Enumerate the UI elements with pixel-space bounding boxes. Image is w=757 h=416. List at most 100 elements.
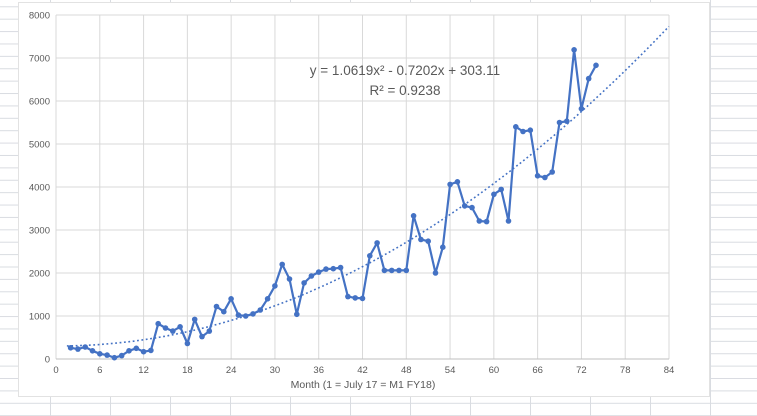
x-axis-title: Month (1 = July 17 = M1 FY18) — [290, 379, 436, 391]
data-point-marker — [564, 118, 570, 124]
data-point-marker — [403, 267, 410, 274]
chart-object[interactable]: 0 1000 2000 3000 4000 5000 6000 7000 8000 0 6 12 18 2… — [18, 2, 710, 397]
data-point-marker — [75, 346, 81, 352]
data-point-marker — [82, 344, 88, 350]
data-point-marker — [483, 218, 490, 225]
data-point-marker — [330, 265, 337, 272]
data-point-marker — [279, 261, 286, 268]
data-point-marker — [104, 352, 110, 358]
data-point-marker — [549, 169, 555, 175]
data-point-marker — [352, 295, 359, 301]
y-tick-label: 6000 — [29, 97, 50, 108]
data-point-marker — [556, 119, 563, 126]
y-tick-label: 4000 — [29, 183, 50, 194]
data-point-marker — [476, 218, 483, 224]
data-point-marker — [585, 75, 592, 82]
data-point-marker — [133, 345, 140, 352]
data-point-marker — [505, 218, 512, 224]
data-point-marker — [155, 320, 161, 327]
r-squared-value: R² = 0.9238 — [369, 83, 441, 98]
x-tick-label: 0 — [53, 365, 58, 376]
data-point-marker — [67, 345, 74, 351]
x-tick-label: 78 — [620, 365, 631, 376]
data-point-marker — [294, 311, 300, 318]
data-point-marker — [534, 173, 541, 179]
data-point-marker — [425, 238, 432, 244]
data-point-marker — [454, 179, 461, 185]
x-tick-label: 66 — [532, 365, 543, 376]
data-point-marker — [527, 127, 534, 133]
x-tick-label: 60 — [489, 365, 500, 376]
data-point-marker — [315, 269, 322, 275]
data-point-marker — [323, 266, 329, 272]
y-tick-label: 8000 — [29, 11, 50, 22]
data-point-marker — [381, 267, 388, 274]
data-point-marker — [345, 293, 351, 300]
y-tick-label: 7000 — [29, 54, 50, 65]
x-tick-label: 48 — [401, 365, 412, 376]
x-tick-label: 12 — [138, 365, 149, 376]
data-point-marker — [593, 62, 599, 69]
x-tick-label: 6 — [97, 365, 102, 376]
data-point-marker — [235, 312, 242, 318]
x-tick-label: 24 — [226, 365, 237, 376]
data-point-marker — [542, 174, 548, 181]
data-point-marker — [491, 191, 497, 198]
data-point-marker — [250, 311, 256, 317]
data-point-marker — [374, 240, 380, 246]
data-point-marker — [89, 348, 96, 354]
data-point-marker — [498, 186, 505, 193]
x-tick-label: 30 — [270, 365, 281, 376]
data-point-marker — [447, 181, 453, 188]
data-point-marker — [221, 308, 227, 315]
y-tick-label: 2000 — [29, 269, 50, 280]
data-point-marker — [206, 328, 213, 334]
data-point-marker — [213, 303, 220, 310]
y-tick-label: 3000 — [29, 226, 50, 237]
y-tick-label: 1000 — [29, 312, 50, 323]
plot-area: 0 1000 2000 3000 4000 5000 6000 7000 8000 0 6 12 18 2… — [29, 11, 675, 377]
equation-annotation: y = 1.0619x² - 0.7202x + 303.11 R² = 0.9… — [265, 61, 545, 101]
data-point-marker — [199, 333, 205, 340]
data-point-marker — [162, 325, 169, 331]
data-point-marker — [257, 307, 264, 313]
data-point-marker — [578, 105, 585, 112]
data-point-marker — [286, 276, 293, 282]
data-point-marker — [461, 203, 468, 209]
x-tick-label: 18 — [182, 365, 193, 376]
y-tick-label: 0 — [45, 355, 50, 366]
data-point-marker — [111, 354, 118, 361]
trendline-equation: y = 1.0619x² - 0.7202x + 303.11 — [309, 63, 501, 78]
data-point-marker — [388, 267, 395, 274]
data-point-marker — [97, 351, 103, 357]
data-point-marker — [184, 340, 191, 347]
x-tick-label: 36 — [313, 365, 324, 376]
y-tick-label: 5000 — [29, 140, 50, 151]
data-point-marker — [272, 283, 278, 289]
data-point-marker — [148, 347, 154, 354]
data-point-marker — [177, 324, 183, 330]
data-point-marker — [242, 313, 249, 319]
data-point-marker — [440, 244, 446, 250]
data-point-marker — [432, 270, 439, 276]
data-point-marker — [520, 128, 526, 135]
data-point-marker — [418, 236, 424, 243]
data-point-marker — [170, 328, 176, 334]
data-point-marker — [396, 267, 402, 274]
data-point-marker — [410, 213, 417, 219]
data-point-marker — [118, 352, 125, 359]
data-point-marker — [469, 204, 475, 211]
data-point-marker — [337, 264, 344, 271]
data-point-marker — [191, 316, 198, 323]
x-tick-label: 72 — [576, 365, 587, 376]
data-point-marker — [367, 253, 373, 259]
x-tick-label: 84 — [664, 365, 675, 376]
data-point-marker — [301, 280, 307, 286]
data-point-marker — [264, 296, 271, 302]
x-tick-label: 54 — [445, 365, 456, 376]
data-point-marker — [126, 348, 132, 354]
data-point-marker — [359, 295, 366, 302]
data-point-marker — [571, 47, 577, 53]
data-point-marker — [513, 124, 519, 130]
